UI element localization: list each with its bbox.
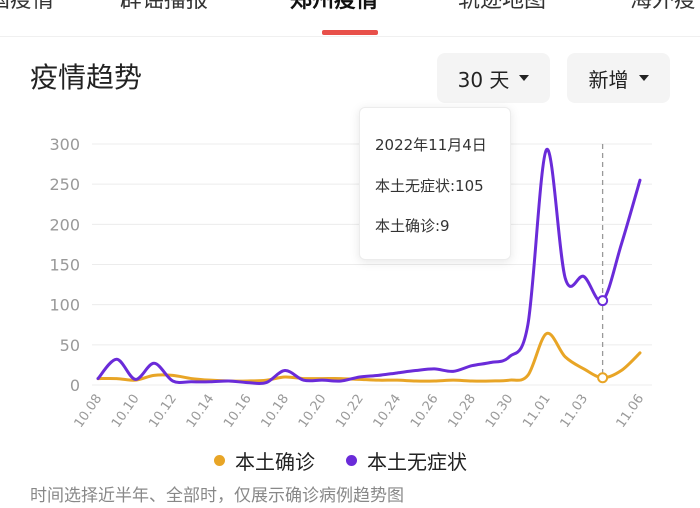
x-tick-label: 10.16 — [221, 392, 255, 431]
x-tick-label: 10.24 — [371, 392, 405, 431]
legend-item-asymptomatic[interactable]: 本土无症状 — [346, 445, 467, 475]
series-line-2 — [96, 148, 642, 386]
series-line-1 — [96, 331, 642, 383]
y-tick-label: 200 — [49, 215, 80, 234]
y-tick-label: 0 — [70, 376, 80, 395]
data-type-dropdown[interactable]: 新增 — [567, 53, 670, 103]
legend-dot-icon — [214, 454, 225, 466]
data-type-label: 新增 — [588, 67, 629, 92]
highlight-point-1 — [597, 372, 609, 384]
days-range-dropdown[interactable]: 30 天 — [437, 53, 550, 103]
tab-bar: 国疫情 辟谣播报 郑州疫情 轨迹地图 海外疫 — [0, 0, 700, 36]
y-tick-label: 250 — [49, 175, 80, 194]
x-tick-label: 10.08 — [72, 392, 106, 431]
x-tick-label: 10.22 — [333, 392, 367, 431]
x-tick-label: 10.12 — [146, 392, 180, 431]
days-range-label: 30 天 — [457, 67, 510, 92]
chart-tooltip: 2022年11月4日 本土无症状:105 本土确诊:9 — [359, 107, 511, 260]
x-tick-label: 10.26 — [408, 392, 442, 431]
section-title: 疫情趋势 — [30, 61, 143, 94]
tab-rumor-report[interactable]: 辟谣播报 — [120, 0, 209, 13]
tooltip-date: 2022年11月4日 — [375, 136, 487, 154]
legend-label: 本土确诊 — [235, 449, 315, 474]
x-tick-label: 11.01 — [520, 392, 554, 431]
x-tick-label: 10.30 — [483, 392, 517, 431]
tab-national-epidemic[interactable]: 国疫情 — [0, 0, 55, 13]
y-tick-label: 300 — [49, 135, 80, 154]
x-tick-label: 10.18 — [259, 392, 293, 431]
y-tick-label: 50 — [60, 336, 80, 355]
active-tab-indicator — [322, 30, 378, 35]
caret-down-icon — [638, 75, 649, 81]
x-tick-label: 10.20 — [296, 392, 330, 431]
footnote: 时间选择近半年、全部时，仅展示确诊病例趋势图 — [30, 486, 404, 506]
y-tick-label: 150 — [49, 256, 80, 275]
tab-zhengzhou-epidemic[interactable]: 郑州疫情 — [290, 0, 379, 13]
highlight-point-2 — [597, 295, 609, 307]
x-tick-label: 10.14 — [184, 392, 218, 431]
tab-overseas-epidemic[interactable]: 海外疫 — [630, 0, 697, 13]
legend-label: 本土无症状 — [367, 449, 467, 474]
caret-down-icon — [519, 75, 530, 81]
tab-divider — [0, 36, 700, 37]
x-tick-label: 11.03 — [558, 392, 592, 431]
x-tick-label: 11.06 — [614, 392, 648, 431]
tab-track-map[interactable]: 轨迹地图 — [458, 0, 547, 13]
tooltip-confirmed: 本土确诊:9 — [375, 217, 450, 235]
x-tick-label: 10.10 — [109, 392, 143, 431]
y-tick-label: 100 — [49, 296, 80, 315]
tooltip-asymptomatic: 本土无症状:105 — [375, 177, 484, 195]
legend-item-confirmed[interactable]: 本土确诊 — [214, 445, 315, 475]
legend-dot-icon — [346, 454, 357, 466]
x-tick-label: 10.28 — [445, 392, 479, 431]
